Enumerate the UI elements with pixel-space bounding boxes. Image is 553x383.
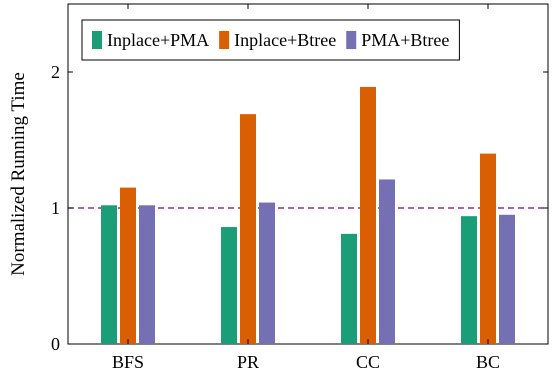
- bar-pr-inplace-pma: [221, 227, 237, 344]
- legend-label: Inplace+Btree: [234, 30, 336, 50]
- plot-frame: [67, 3, 549, 345]
- y-axis-title: Normalized Running Time: [8, 72, 29, 276]
- bar-bc-pma-btree: [499, 214, 515, 344]
- bar-bfs-inplace-pma: [101, 205, 117, 344]
- bar-cc-inplace-btree: [360, 86, 376, 345]
- y-tick-label: 0: [51, 334, 60, 354]
- plot-background: [67, 3, 549, 345]
- legend-swatch: [219, 31, 230, 49]
- legend: Inplace+PMA Inplace+Btree PMA+Btree: [81, 19, 460, 61]
- bar-bc-inplace-pma: [461, 216, 477, 344]
- x-tick-label: BFS: [112, 352, 144, 372]
- y-tick-label: 2: [51, 62, 60, 82]
- x-tick-label: BC: [476, 352, 500, 372]
- legend-swatch: [346, 31, 357, 49]
- bar-pr-pma-btree: [259, 202, 275, 344]
- x-axis: BFS PR CC BC: [112, 4, 500, 372]
- legend-label: PMA+Btree: [361, 30, 449, 50]
- y-tick-label: 1: [51, 198, 60, 218]
- x-tick-label: PR: [237, 352, 259, 372]
- x-tick-label: CC: [356, 352, 380, 372]
- bar-cc-pma-btree: [379, 179, 395, 344]
- legend-label: Inplace+PMA: [107, 30, 209, 50]
- bar-bfs-inplace-btree: [120, 187, 136, 344]
- bar-bfs-pma-btree: [139, 205, 155, 344]
- bar-cc-inplace-pma: [341, 233, 357, 344]
- legend-box: [81, 19, 460, 61]
- bar-bc-inplace-btree: [480, 153, 496, 344]
- bars-layer: [101, 86, 515, 345]
- bar-pr-inplace-btree: [240, 114, 256, 344]
- y-axis: 0 1 2: [51, 62, 548, 354]
- legend-swatch: [92, 31, 102, 49]
